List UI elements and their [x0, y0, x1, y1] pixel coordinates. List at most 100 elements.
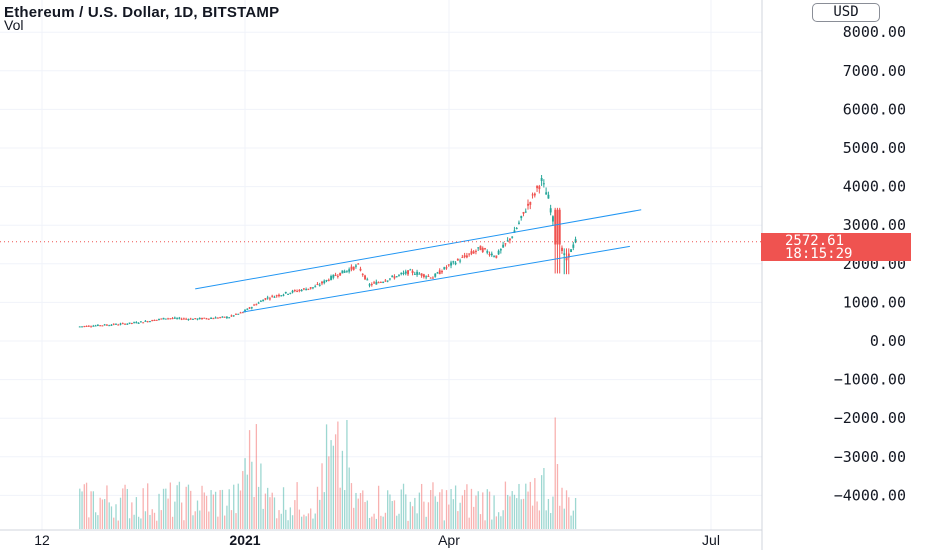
- volume-bar: [330, 440, 332, 529]
- candle-body: [262, 299, 265, 302]
- volume-bar: [319, 499, 321, 529]
- volume-bar: [242, 471, 244, 529]
- volume-bar: [475, 495, 477, 529]
- candle-body: [459, 260, 462, 262]
- candle-body: [499, 249, 502, 251]
- candle-body: [246, 308, 249, 310]
- volume-bar: [362, 490, 364, 529]
- volume-bar: [208, 511, 210, 529]
- candle-body: [542, 183, 545, 185]
- candle-body: [447, 264, 450, 266]
- y-tick-label: −2000.00: [834, 409, 906, 427]
- x-tick-label: Jul: [702, 532, 720, 548]
- volume-bar: [353, 507, 355, 529]
- candle-body: [522, 212, 525, 214]
- volume-bar: [205, 495, 208, 529]
- volume-bar: [88, 517, 90, 529]
- volume-bar: [522, 498, 525, 529]
- volume-bar: [156, 520, 158, 529]
- volume-bar: [187, 484, 190, 529]
- candle-body: [259, 300, 262, 302]
- volume-bar: [464, 489, 466, 529]
- volume-bar: [264, 493, 267, 529]
- candle-body: [361, 273, 364, 275]
- candle-body: [357, 263, 360, 265]
- candle-body: [173, 317, 176, 319]
- candle-body: [350, 266, 353, 270]
- candle-body: [216, 317, 219, 319]
- candle-body: [468, 253, 471, 255]
- candle-body: [368, 284, 371, 286]
- volume-bar: [448, 504, 450, 529]
- volume-bar: [461, 495, 464, 529]
- volume-bar: [162, 488, 165, 529]
- volume-bar: [142, 488, 144, 529]
- volume-label: Vol: [4, 17, 24, 33]
- volume-bar: [301, 516, 303, 529]
- volume-bar: [518, 483, 520, 529]
- candle-body: [126, 323, 129, 325]
- candle-body: [130, 322, 133, 324]
- volume-bar: [262, 508, 264, 529]
- candle-body: [377, 282, 380, 284]
- volume-bar: [441, 489, 443, 529]
- volume-bar: [559, 505, 561, 529]
- candle-body: [495, 255, 498, 258]
- candle-body: [549, 208, 552, 213]
- volume-bar: [106, 485, 108, 529]
- candle-body: [502, 244, 505, 248]
- candle-body: [212, 318, 215, 320]
- volume-bar: [554, 417, 556, 529]
- candle-body: [176, 318, 179, 320]
- candle-body: [533, 193, 536, 196]
- volume-bar: [140, 518, 142, 529]
- candle-body: [477, 247, 480, 249]
- candle-body: [142, 322, 145, 324]
- candle-body: [515, 228, 518, 230]
- candle-body: [508, 238, 511, 241]
- candle-body: [364, 275, 366, 280]
- candle-body: [182, 318, 185, 320]
- candle-body: [164, 318, 167, 320]
- volume-bar: [348, 467, 350, 529]
- volume-bar: [477, 491, 479, 529]
- volume-bar: [151, 509, 153, 529]
- currency-button[interactable]: USD: [812, 3, 880, 22]
- volume-bar: [169, 482, 171, 529]
- candle-body: [488, 253, 491, 256]
- y-tick-label: 7000.00: [843, 62, 906, 80]
- volume-bar: [165, 488, 167, 529]
- volume-bar: [407, 520, 409, 529]
- candle-body: [149, 321, 151, 323]
- volume-bar: [108, 502, 110, 529]
- candle-body: [484, 248, 486, 250]
- candle-body: [266, 297, 269, 299]
- candle-body: [434, 273, 437, 277]
- candle-body: [556, 209, 559, 245]
- volume-bar: [282, 487, 285, 529]
- volume-bar: [556, 464, 559, 529]
- candle-body: [456, 259, 459, 261]
- candle-body: [298, 289, 301, 291]
- volume-bar: [337, 421, 339, 529]
- candle-body: [382, 281, 385, 283]
- channel-line: [195, 209, 642, 290]
- volume-bar: [85, 482, 88, 529]
- candle-body: [273, 296, 276, 298]
- candle-body: [432, 277, 434, 279]
- candle-body: [470, 251, 473, 254]
- volume-bar: [545, 510, 547, 529]
- volume-bar: [230, 510, 233, 529]
- volume-bar: [543, 468, 545, 529]
- candle-body: [479, 245, 482, 251]
- candle-body: [203, 317, 206, 319]
- candle-body: [83, 326, 86, 328]
- candle-body: [92, 325, 95, 327]
- volume-bar: [484, 520, 486, 529]
- candle-body: [135, 322, 138, 324]
- candle-body: [185, 318, 188, 320]
- candle-body: [504, 243, 507, 245]
- volume-bar: [552, 496, 554, 529]
- candle-body: [284, 291, 287, 294]
